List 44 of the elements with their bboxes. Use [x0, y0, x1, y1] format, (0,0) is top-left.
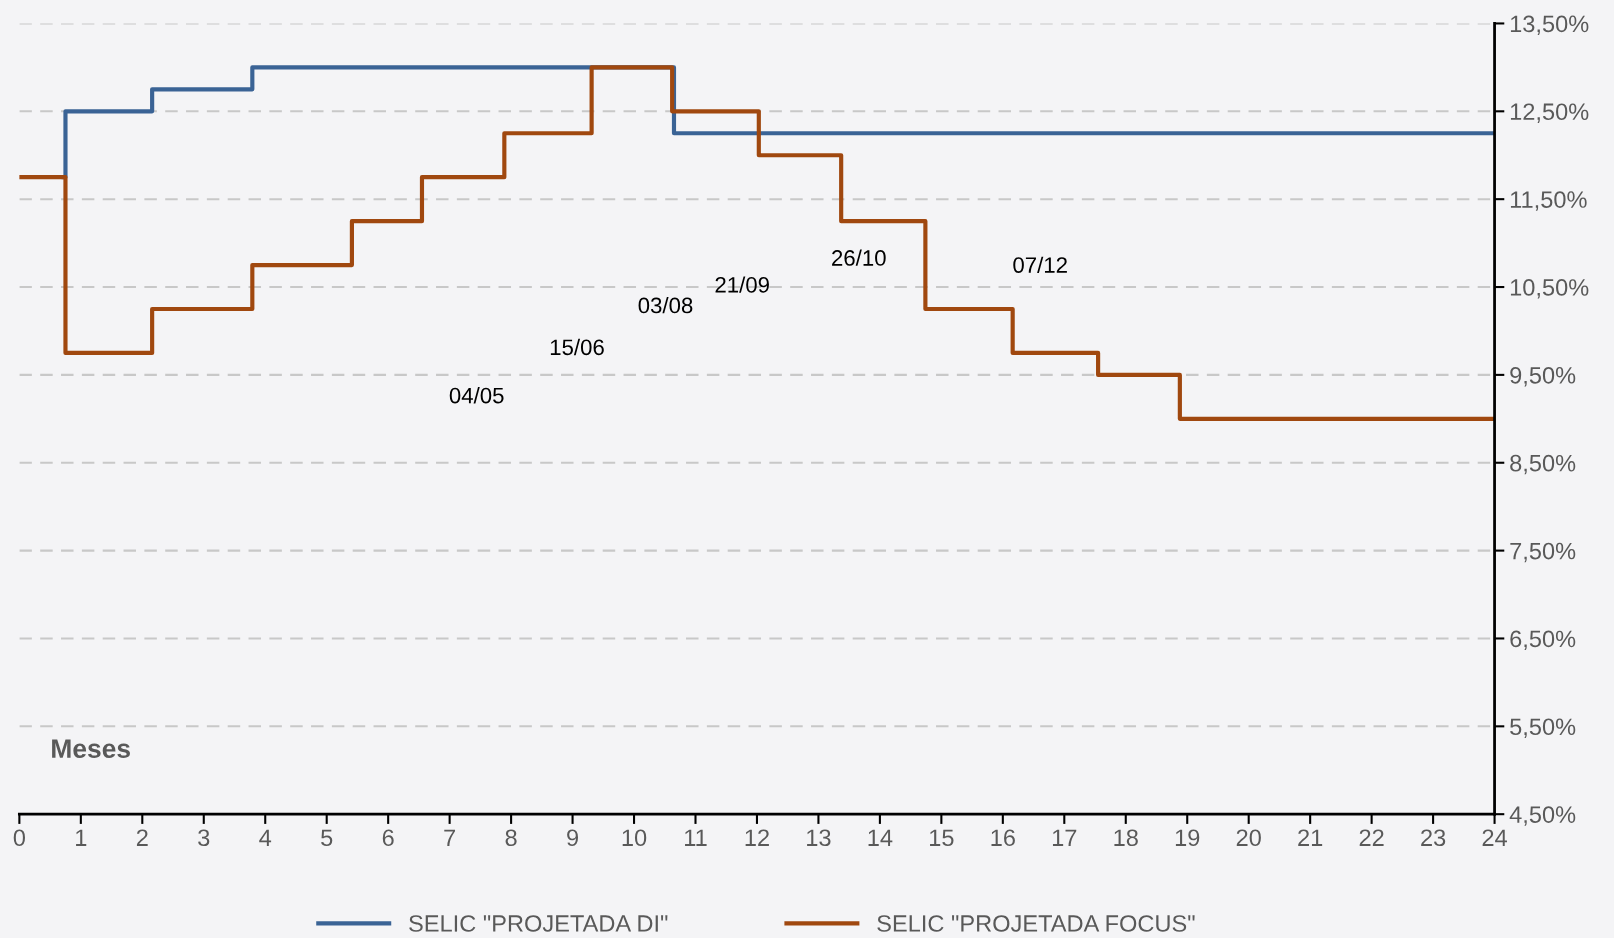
- y-tick-label: 11,50%: [1510, 191, 1587, 211]
- x-tick-label: 4: [259, 829, 272, 846]
- x-tick-label: 3: [198, 829, 210, 847]
- x-tick-label: 23: [1421, 829, 1446, 847]
- x-tick-label: 0: [13, 829, 26, 847]
- annotation: 04/05: [449, 387, 504, 404]
- x-tick-label: 14: [868, 829, 893, 846]
- x-tick-label: 24: [1482, 829, 1508, 846]
- x-tick-label: 22: [1359, 829, 1384, 846]
- x-tick-label: 6: [382, 829, 394, 847]
- annotation: 26/10: [832, 249, 886, 266]
- annotation: 07/12: [1013, 256, 1067, 273]
- annotation: 21/09: [715, 276, 769, 293]
- legend-label: SELIC "PROJETADA FOCUS": [877, 915, 1195, 932]
- x-axis-title: Meses: [52, 739, 130, 759]
- annotation: 03/08: [638, 296, 693, 314]
- x-tick-label: 18: [1114, 829, 1138, 847]
- y-tick-label: 6,50%: [1510, 630, 1576, 651]
- x-tick-label: 13: [807, 829, 831, 847]
- y-tick-label: 9,50%: [1510, 366, 1576, 387]
- x-tick-label: 20: [1236, 829, 1261, 847]
- x-tick-label: 5: [321, 829, 333, 847]
- x-tick-label: 9: [567, 829, 579, 847]
- x-tick-label: 11: [685, 829, 707, 846]
- legend-label: SELIC "PROJETADA DI": [409, 915, 668, 932]
- y-tick-label: 13,50%: [1510, 15, 1589, 36]
- x-tick-label: 7: [444, 829, 456, 846]
- x-tick-label: 2: [136, 829, 148, 846]
- x-tick-label: 19: [1175, 829, 1200, 847]
- x-tick-label: 16: [991, 829, 1015, 847]
- x-tick-label: 17: [1052, 829, 1077, 846]
- y-tick-label: 12,50%: [1510, 103, 1589, 123]
- x-tick-label: 15: [930, 829, 954, 847]
- x-tick-label: 1: [76, 829, 87, 846]
- y-tick-label: 10,50%: [1510, 279, 1589, 299]
- y-tick-label: 4,50%: [1509, 806, 1576, 826]
- x-tick-label: 21: [1298, 829, 1323, 846]
- y-tick-label: 7,50%: [1510, 542, 1576, 563]
- y-tick-label: 8,50%: [1510, 454, 1576, 475]
- x-tick-label: 8: [505, 829, 517, 847]
- y-tick-label: 5,50%: [1510, 718, 1576, 738]
- annotation: 15/06: [550, 338, 604, 356]
- x-tick-label: 12: [745, 829, 769, 846]
- x-tick-label: 10: [622, 829, 647, 847]
